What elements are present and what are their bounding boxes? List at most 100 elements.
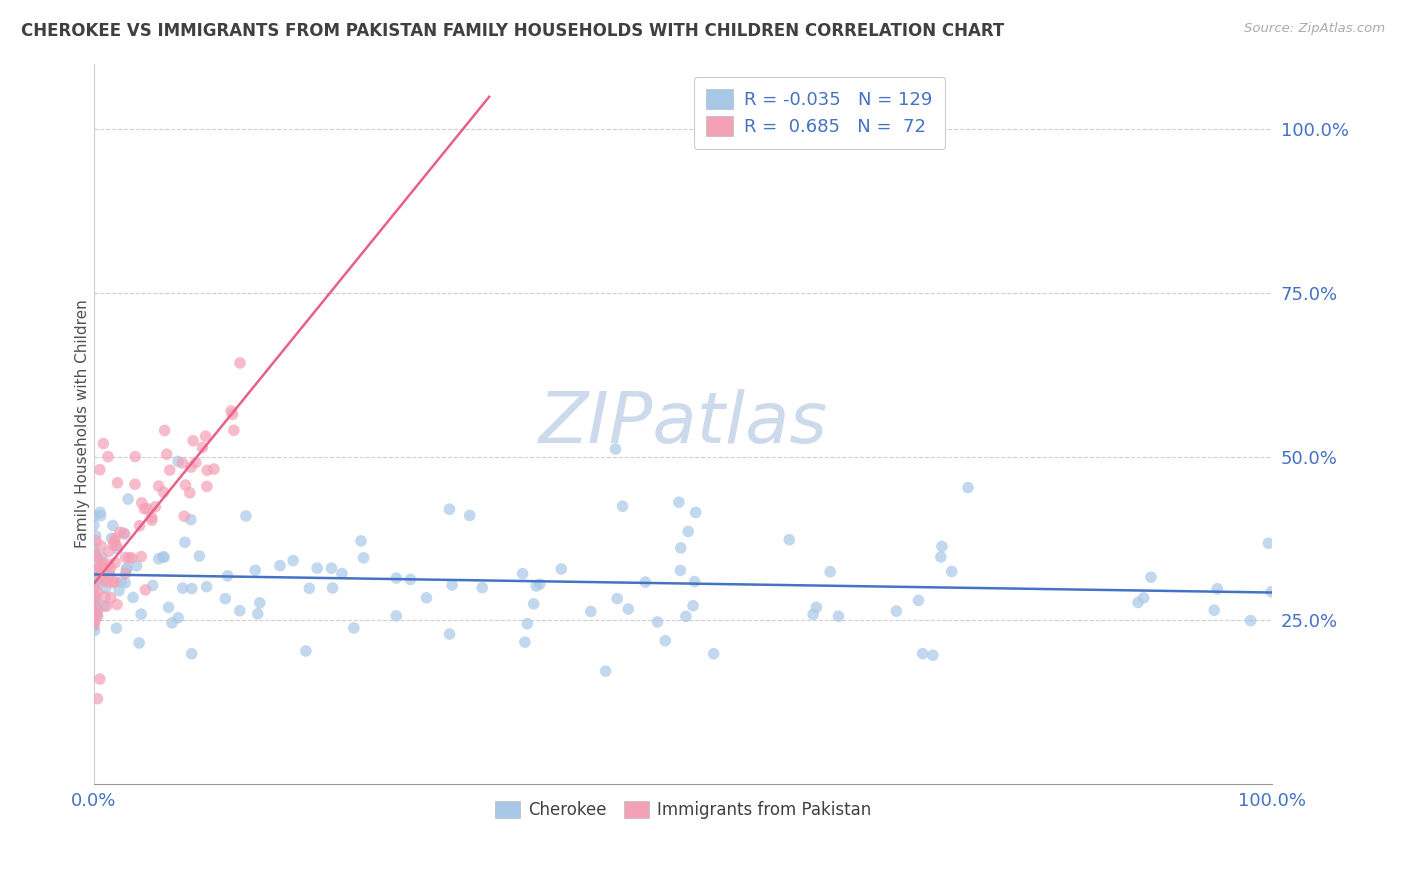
Point [605, 442, 627, 456]
Point [101, 575, 124, 590]
Point [174, 535, 197, 549]
Point [298, 582, 321, 596]
Point [93, 599, 115, 614]
Point [941, 565, 963, 579]
Point [93, 559, 115, 574]
Point [107, 475, 129, 490]
Point [84, 548, 107, 562]
Point [172, 456, 194, 470]
Point [134, 501, 156, 516]
Point [128, 518, 150, 533]
Point [84, 565, 107, 579]
Point [114, 566, 136, 581]
Point [83, 586, 105, 600]
Point [167, 454, 190, 468]
Point [439, 627, 461, 641]
Point [84, 533, 107, 548]
Point [471, 581, 494, 595]
Point [103, 538, 125, 552]
Point [153, 424, 176, 438]
Point [353, 550, 375, 565]
Point [86, 608, 108, 623]
Point [516, 616, 538, 631]
Point [124, 477, 146, 491]
Point [524, 579, 547, 593]
Point [523, 597, 546, 611]
Point [83, 545, 105, 559]
Point [89, 463, 111, 477]
Point [90, 539, 112, 553]
Y-axis label: Family Households with Children: Family Households with Children [76, 300, 90, 549]
Point [322, 581, 344, 595]
Point [108, 583, 131, 598]
Point [152, 549, 174, 564]
Point [806, 600, 828, 615]
Point [83, 549, 105, 564]
Point [87, 551, 110, 566]
Point [174, 478, 197, 492]
Point [202, 462, 225, 476]
Point [173, 509, 195, 524]
Point [129, 607, 152, 622]
Point [128, 636, 150, 650]
Point [129, 549, 152, 564]
Point [89, 672, 111, 686]
Point [907, 593, 929, 607]
Point [441, 578, 464, 592]
Point [117, 491, 139, 506]
Point [703, 647, 725, 661]
Point [87, 603, 110, 617]
Point [86, 601, 108, 615]
Point [87, 561, 110, 575]
Point [83, 578, 105, 592]
Point [118, 550, 141, 565]
Point [86, 585, 108, 599]
Point [229, 356, 252, 370]
Point [1239, 614, 1261, 628]
Point [195, 580, 218, 594]
Point [399, 573, 422, 587]
Point [156, 447, 179, 461]
Point [143, 500, 166, 514]
Point [281, 553, 304, 567]
Point [148, 551, 170, 566]
Point [595, 664, 617, 678]
Point [167, 611, 190, 625]
Point [98, 566, 121, 580]
Point [675, 609, 697, 624]
Point [103, 533, 125, 548]
Point [97, 450, 120, 464]
Point [84, 613, 107, 627]
Point [148, 479, 170, 493]
Point [110, 574, 132, 589]
Point [676, 524, 699, 539]
Point [86, 563, 108, 577]
Point [100, 560, 122, 574]
Point [246, 607, 269, 621]
Point [1257, 536, 1279, 550]
Point [181, 434, 204, 448]
Point [98, 569, 121, 583]
Point [105, 598, 128, 612]
Point [801, 607, 824, 622]
Point [1260, 584, 1282, 599]
Point [89, 572, 111, 586]
Point [86, 608, 108, 623]
Point [385, 571, 408, 585]
Point [104, 532, 127, 546]
Point [100, 591, 122, 605]
Point [141, 510, 163, 524]
Point [89, 505, 111, 519]
Point [104, 574, 127, 589]
Point [921, 648, 943, 663]
Point [818, 565, 841, 579]
Point [153, 550, 176, 565]
Point [1132, 591, 1154, 605]
Point [269, 558, 291, 573]
Point [683, 574, 706, 589]
Point [83, 595, 105, 609]
Point [83, 591, 105, 605]
Point [550, 562, 572, 576]
Legend: Cherokee, Immigrants from Pakistan: Cherokee, Immigrants from Pakistan [488, 794, 877, 826]
Point [682, 599, 704, 613]
